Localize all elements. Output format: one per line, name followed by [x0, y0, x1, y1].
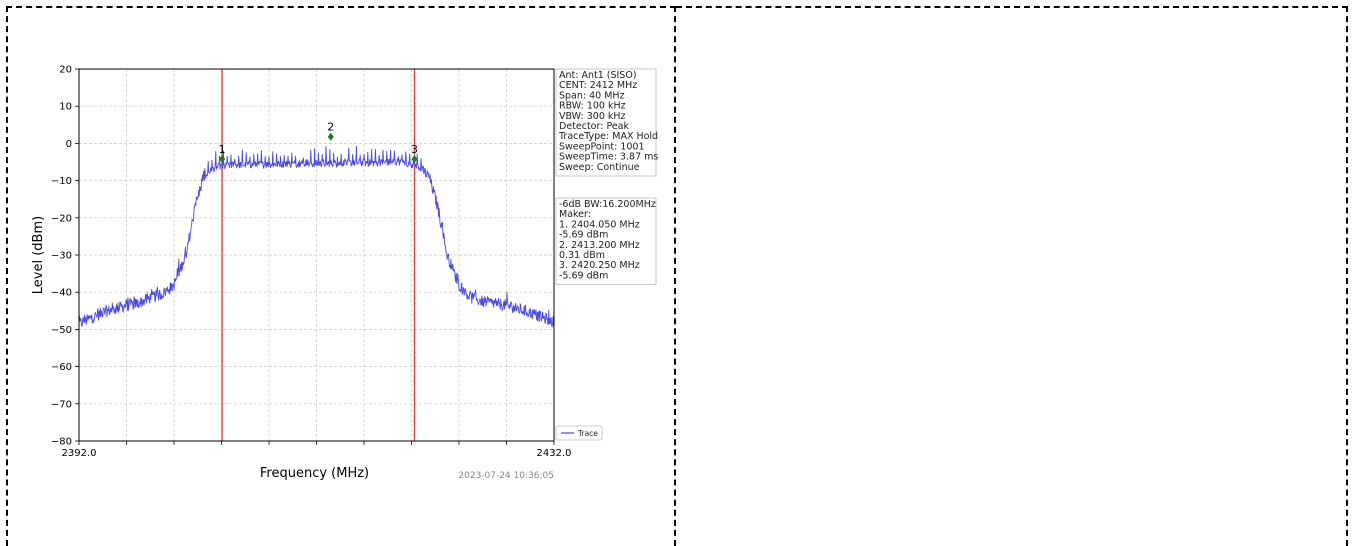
y-tick-label: 0 — [66, 139, 72, 150]
left-panel-border — [6, 6, 676, 546]
settings-info-line: Ant: Ant1 (SISO) — [559, 70, 637, 81]
marker-point — [411, 155, 418, 164]
settings-info-line: TraceType: MAX Hold — [558, 131, 658, 142]
y-tick-label: −60 — [51, 362, 72, 373]
x-tick-label: 2432.0 — [537, 448, 572, 459]
right-panel-border — [676, 6, 1348, 546]
x-tick-label: 2392.0 — [62, 448, 97, 459]
marker-lines — [221, 69, 416, 441]
marker-label: 1 — [219, 143, 226, 156]
bandwidth-info-line: -5.69 dBm — [559, 270, 608, 281]
settings-info-line: Sweep: Continue — [559, 162, 640, 173]
legend: Trace — [555, 425, 603, 441]
settings-info-line: RBW: 100 kHz — [559, 101, 626, 112]
y-axis-ticks: 20 10 0 −10 −20 −30 −40 −50 −60 −70 −80 — [51, 65, 79, 448]
bandwidth-info-line: 2. 2413.200 MHz — [559, 240, 640, 251]
settings-info-line: VBW: 300 kHz — [559, 111, 626, 122]
settings-info-line: Detector: Peak — [559, 121, 630, 132]
y-tick-label: −40 — [51, 288, 72, 299]
y-axis-label: Level (dBm) — [31, 216, 46, 294]
bandwidth-info-line: Maker: — [559, 209, 591, 220]
markers: 1 2 3 — [219, 121, 418, 164]
bandwidth-info-line: 0.31 dBm — [559, 250, 605, 261]
y-tick-label: −10 — [51, 176, 72, 187]
settings-info-line: CENT: 2412 MHz — [559, 80, 637, 91]
y-tick-label: −30 — [51, 251, 72, 262]
bandwidth-info-line: 1. 2404.050 MHz — [559, 219, 640, 230]
settings-info-line: Span: 40 MHz — [559, 90, 625, 101]
settings-info-box-frame — [555, 68, 657, 177]
trace-line — [78, 145, 555, 329]
y-tick-label: −70 — [51, 399, 72, 410]
bandwidth-info-line: -6dB BW:16.200MHz — [559, 199, 656, 210]
y-tick-label: −20 — [51, 213, 72, 224]
timestamp: 2023-07-24 10:36:05 — [458, 471, 554, 481]
marker-point — [327, 132, 334, 141]
legend-box — [555, 425, 603, 441]
settings-info-line: SweepPoint: 1001 — [559, 141, 645, 152]
x-axis-ticks: 2392.0 2432.0 — [62, 441, 572, 459]
marker-label: 2 — [327, 121, 334, 134]
legend-label: Trace — [577, 429, 598, 438]
settings-info-line: SweepTime: 3.87 ms — [559, 152, 658, 163]
bandwidth-info-box-frame — [555, 197, 657, 285]
trace-layer — [78, 145, 555, 329]
y-tick-label: −80 — [51, 437, 72, 448]
y-tick-label: 20 — [59, 65, 72, 76]
bandwidth-info-line: -5.69 dBm — [559, 230, 608, 241]
y-tick-label: 10 — [59, 102, 72, 113]
bandwidth-info-line: 3. 2420.250 MHz — [559, 260, 640, 271]
marker-point — [219, 155, 226, 164]
marker-label: 3 — [411, 143, 418, 156]
x-axis-label: Frequency (MHz) — [260, 466, 369, 481]
y-tick-label: −50 — [51, 325, 72, 336]
